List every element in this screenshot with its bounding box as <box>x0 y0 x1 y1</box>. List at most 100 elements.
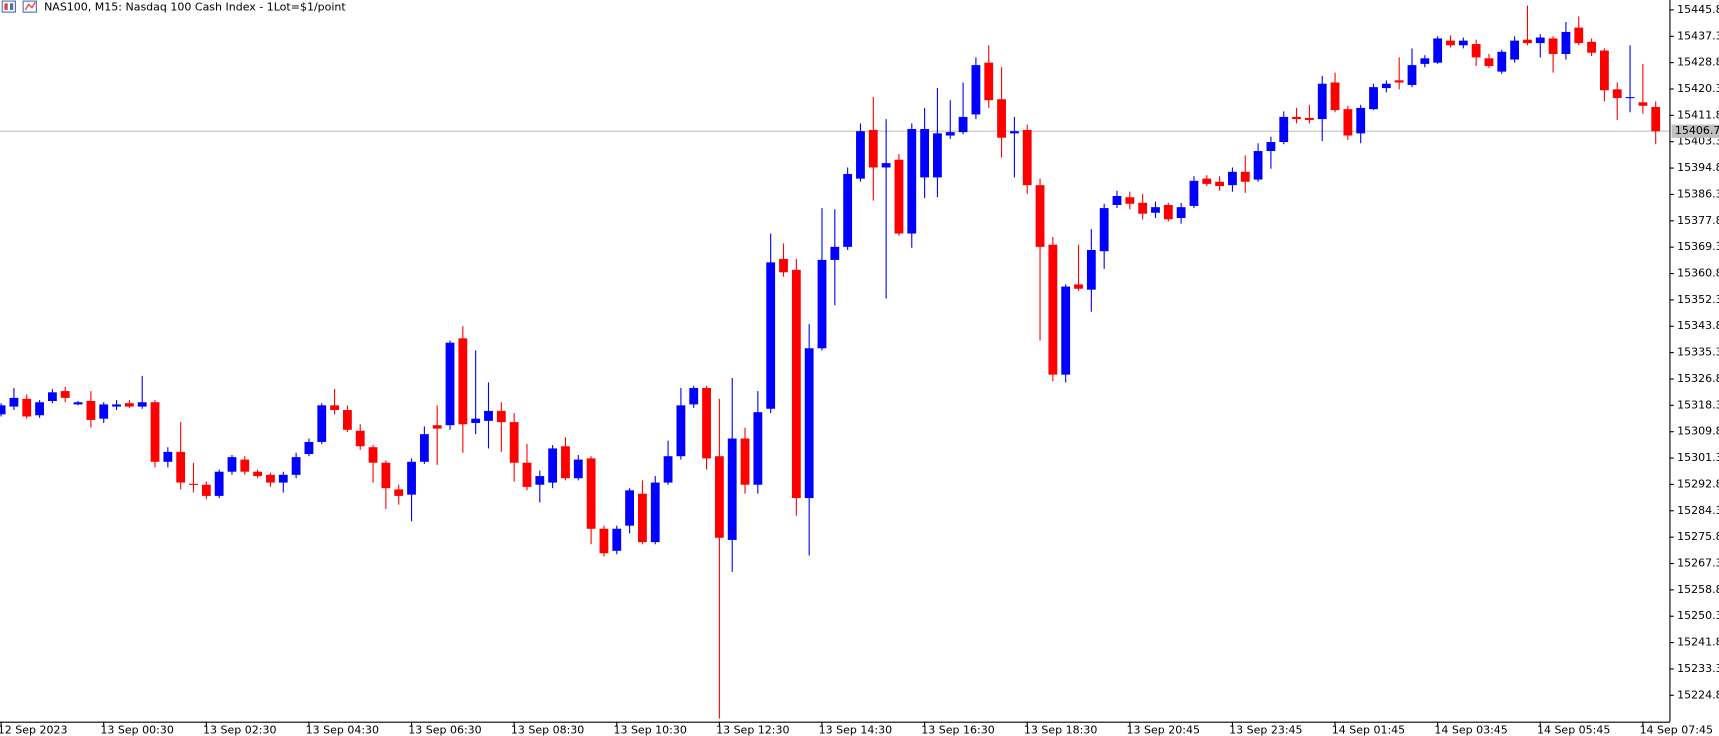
candle-body <box>804 348 814 499</box>
candle-body <box>394 489 404 496</box>
candle-body <box>997 99 1006 138</box>
candle-body <box>368 447 378 463</box>
y-tick-label: 15403.3 <box>1677 135 1719 148</box>
candle-body <box>35 402 44 416</box>
candle-body <box>1240 171 1250 182</box>
y-tick-label: 15411.8 <box>1677 108 1719 121</box>
candle-body <box>381 462 391 489</box>
candle-body <box>984 62 994 101</box>
candle-body <box>1574 27 1584 44</box>
y-tick-label: 15301.3 <box>1677 451 1719 464</box>
candle-body <box>227 457 237 472</box>
candle-body <box>163 451 173 462</box>
y-tick-label: 15258.8 <box>1677 583 1719 596</box>
candle-body <box>240 459 250 472</box>
candle-body <box>1458 40 1468 46</box>
y-tick-label: 15292.8 <box>1677 477 1719 490</box>
y-tick-label: 15250.3 <box>1677 609 1719 622</box>
last-price-label: 15406.7 <box>1675 124 1719 137</box>
candle-body <box>894 159 904 234</box>
x-tick-label: 13 Sep 20:45 <box>1127 723 1200 736</box>
y-tick-label: 15420.3 <box>1677 82 1719 95</box>
candle-body <box>522 462 532 487</box>
candle-body <box>856 131 865 179</box>
candle-body <box>1317 83 1327 120</box>
x-tick-label: 13 Sep 10:30 <box>613 723 686 736</box>
candle-body <box>1484 58 1494 67</box>
candle-body <box>958 116 968 133</box>
candle-body <box>766 262 776 409</box>
y-tick-label: 15309.8 <box>1677 425 1719 438</box>
candle-body <box>676 405 686 457</box>
y-tick-label: 15284.3 <box>1677 504 1719 517</box>
x-tick-label: 13 Sep 06:30 <box>408 723 481 736</box>
candle-body <box>1292 116 1301 120</box>
candle-body <box>650 482 660 543</box>
candle-body <box>22 398 32 417</box>
candle-body <box>458 338 468 425</box>
candle-body <box>0 405 6 415</box>
candle-body <box>638 493 647 543</box>
candle-body <box>201 484 211 496</box>
x-tick-label: 13 Sep 23:45 <box>1229 723 1302 736</box>
candle-body <box>253 471 263 477</box>
x-tick-label: 13 Sep 18:30 <box>1024 723 1097 736</box>
candle-body <box>291 457 301 475</box>
candle-body <box>945 132 955 136</box>
candle-body <box>599 528 609 554</box>
candle-body <box>9 397 19 407</box>
candle-body <box>112 404 121 407</box>
candle-body <box>1446 40 1455 46</box>
candle-body <box>1407 65 1417 85</box>
y-tick-label: 15343.8 <box>1677 319 1719 332</box>
candle-body <box>702 387 711 459</box>
candle-body <box>445 342 455 426</box>
candle-body <box>1138 202 1148 214</box>
y-tick-label: 15445.8 <box>1677 3 1719 16</box>
candle-body <box>419 434 429 462</box>
candle-body <box>86 401 96 420</box>
y-tick-label: 15318.3 <box>1677 398 1719 411</box>
candle-body <box>1638 102 1648 106</box>
candle-body <box>1304 117 1314 121</box>
candle-body <box>1420 58 1430 64</box>
candle-body <box>471 418 481 424</box>
candle-body <box>1202 178 1212 184</box>
candle-body <box>1356 107 1366 134</box>
x-tick-label: 14 Sep 07:45 <box>1640 723 1713 736</box>
candle-body <box>278 474 288 483</box>
chart-title: NAS100, M15: Nasdaq 100 Cash Index - 1Lo… <box>44 1 346 14</box>
candle-body <box>881 163 891 168</box>
candle-body <box>1228 171 1237 186</box>
candle-body <box>1061 286 1071 375</box>
candle-body <box>561 446 570 479</box>
x-tick-label: 14 Sep 03:45 <box>1434 723 1507 736</box>
y-tick-label: 15233.3 <box>1677 662 1719 675</box>
x-tick-label: 13 Sep 04:30 <box>306 723 379 736</box>
candle-body <box>791 269 801 499</box>
y-tick-label: 15377.8 <box>1677 214 1719 227</box>
candle-body <box>1625 97 1635 99</box>
candle-body <box>355 430 365 447</box>
candle-body <box>407 461 416 495</box>
y-tick-label: 15360.8 <box>1677 267 1719 280</box>
candle-body <box>689 387 699 405</box>
candle-body <box>1253 151 1263 180</box>
candle-body <box>484 410 493 421</box>
y-tick-label: 15352.3 <box>1677 293 1719 306</box>
candle-body <box>150 402 160 462</box>
candle-body <box>817 259 827 349</box>
candle-body <box>432 425 442 429</box>
candle-body <box>1587 41 1596 53</box>
candle-body <box>779 258 788 273</box>
last-price-box <box>1671 124 1719 138</box>
candle-body <box>176 451 186 483</box>
y-tick-label: 15386.3 <box>1677 187 1719 200</box>
candle-body <box>920 129 930 178</box>
candle-body <box>1151 207 1160 213</box>
candle-body <box>1035 185 1045 247</box>
candle-body <box>753 412 763 485</box>
candle-body <box>535 476 545 485</box>
candle-body <box>1369 87 1378 110</box>
candle-body <box>868 129 878 168</box>
